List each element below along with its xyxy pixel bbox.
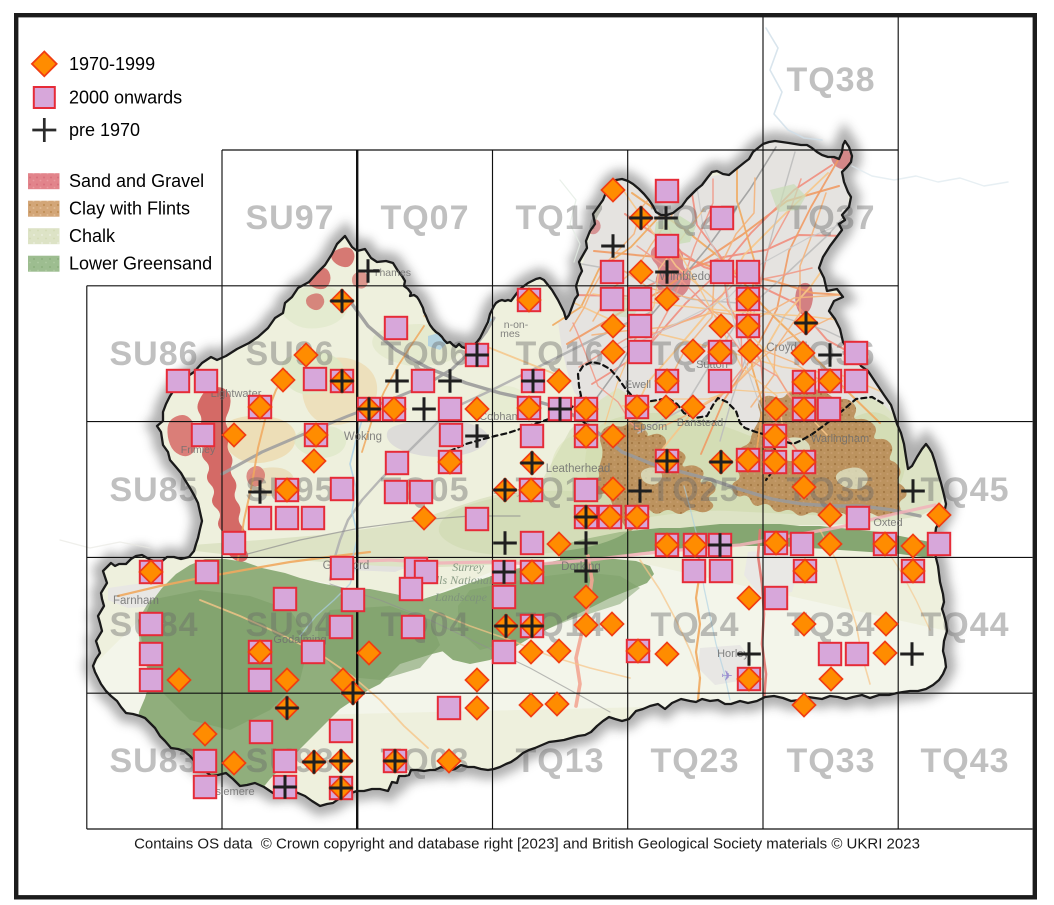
svg-text:TQ25: TQ25	[650, 471, 739, 509]
svg-text:SU94: SU94	[245, 606, 334, 644]
svg-text:Horley: Horley	[717, 648, 749, 660]
svg-text:Warlingham: Warlingham	[811, 433, 869, 445]
svg-text:Thames: Thames	[373, 267, 411, 279]
svg-text:TQ23: TQ23	[650, 742, 739, 780]
svg-text:Clay with Flints: Clay with Flints	[69, 199, 190, 219]
svg-text:Leatherhead: Leatherhead	[546, 463, 611, 475]
svg-text:Hills National: Hills National	[423, 573, 493, 587]
svg-text:2000 onwards: 2000 onwards	[69, 88, 182, 108]
svg-text:TQ06: TQ06	[380, 335, 469, 373]
svg-text:Oxted: Oxted	[873, 517, 902, 529]
svg-text:Banstead: Banstead	[677, 417, 723, 429]
svg-text:TQ37: TQ37	[786, 199, 875, 237]
svg-text:Chalk: Chalk	[69, 226, 116, 246]
svg-text:TQ43: TQ43	[920, 742, 1009, 780]
svg-text:Ewell: Ewell	[625, 379, 651, 391]
svg-text:n-on-: n-on-	[504, 319, 529, 331]
svg-text:TQ07: TQ07	[380, 199, 469, 237]
svg-text:SU85: SU85	[109, 471, 198, 509]
svg-text:SU96: SU96	[245, 335, 334, 373]
svg-text:Landscape: Landscape	[434, 590, 488, 604]
svg-text:pre 1970: pre 1970	[69, 120, 140, 140]
svg-text:TQ38: TQ38	[786, 61, 875, 99]
svg-text:Woking: Woking	[344, 431, 382, 443]
svg-text:Cobham: Cobham	[479, 411, 521, 423]
svg-text:TQ33: TQ33	[786, 742, 875, 780]
svg-text:Surrey: Surrey	[452, 560, 484, 574]
svg-text:TQ13: TQ13	[515, 742, 604, 780]
svg-text:TQ17: TQ17	[515, 199, 604, 237]
svg-text:Farnham: Farnham	[113, 595, 159, 607]
svg-text:SU86: SU86	[109, 335, 198, 373]
svg-text:SU83: SU83	[109, 742, 198, 780]
svg-text:Wimbledon: Wimbledon	[659, 271, 717, 283]
svg-text:TQ44: TQ44	[920, 606, 1009, 644]
svg-text:1970-1999: 1970-1999	[69, 54, 155, 74]
svg-text:✈: ✈	[721, 670, 733, 685]
svg-text:TQ24: TQ24	[650, 606, 739, 644]
svg-text:TQ45: TQ45	[920, 471, 1009, 509]
svg-text:Lower Greensand: Lower Greensand	[69, 254, 212, 274]
svg-text:Sand and Gravel: Sand and Gravel	[69, 171, 204, 191]
svg-text:TQ16: TQ16	[515, 335, 604, 373]
svg-text:Contains OS data © Crown copy: Contains OS data © Crown copyright and d…	[134, 836, 920, 853]
svg-text:Epsom: Epsom	[633, 421, 667, 433]
svg-text:SU97: SU97	[245, 199, 334, 237]
svg-text:mes: mes	[500, 328, 520, 340]
